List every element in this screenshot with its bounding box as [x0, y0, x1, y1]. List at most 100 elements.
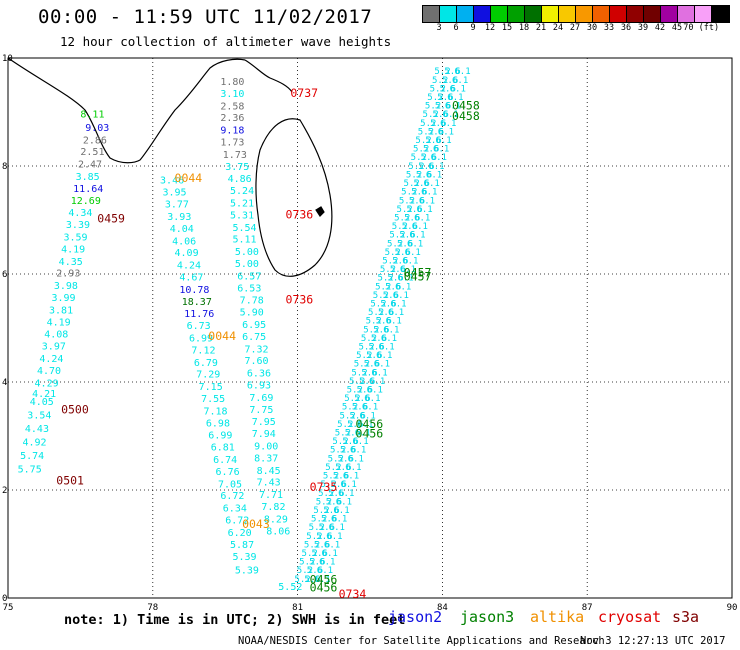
- track-label: 6.1: [447, 93, 463, 103]
- color-swatch: [542, 6, 559, 22]
- pass-time-label: 0456: [310, 572, 338, 586]
- color-swatch: [627, 6, 644, 22]
- wave-height-label: 4.19: [47, 317, 71, 328]
- color-swatch: [695, 6, 712, 22]
- pass-time-label: 0457: [404, 266, 432, 280]
- wave-height-label: 11.64: [73, 184, 103, 195]
- track-label: 5.6: [385, 282, 401, 292]
- wave-height-label: 6.99: [189, 334, 213, 345]
- wave-height-label: 3.98: [54, 281, 78, 292]
- track-label: 5.6: [357, 386, 373, 396]
- pass-time-label: 0459: [97, 212, 125, 226]
- wave-height-label: 7.32: [245, 344, 269, 355]
- wave-height-label: 2.86: [83, 135, 107, 146]
- track-label: 6.1: [360, 411, 376, 421]
- track-label: 5.2: [335, 429, 351, 439]
- wave-height-label: 4.43: [25, 424, 49, 435]
- track-label: 5.2: [382, 256, 398, 266]
- track-label: 6.1: [322, 549, 338, 559]
- track-label: 5.6: [371, 334, 387, 344]
- wave-height-label: 7.43: [257, 478, 281, 489]
- color-swatch: [457, 6, 474, 22]
- color-scale-tick: 42: [654, 23, 666, 33]
- track-label: 5.6: [390, 265, 406, 275]
- track-label: 5.2: [430, 84, 446, 94]
- track-label: 5.6: [340, 446, 356, 456]
- wave-height-label: 7.95: [252, 417, 276, 428]
- wave-height-label: 3.59: [64, 233, 88, 244]
- track-label: 6.1: [435, 136, 451, 146]
- track-label: 6.1: [419, 196, 435, 206]
- track-label: 6.1: [405, 248, 421, 258]
- pass-time-label: 0501: [56, 474, 84, 488]
- track-label: 5.6: [373, 325, 389, 335]
- track-label: 5.6: [435, 102, 451, 112]
- color-swatch: [440, 6, 457, 22]
- track-label: 5.2: [302, 549, 318, 559]
- track-label: 6.1: [336, 497, 352, 507]
- wave-height-label: 3.77: [165, 200, 189, 211]
- track-label: 6.1: [319, 558, 335, 568]
- color-swatch: [474, 6, 491, 22]
- wave-height-label: 4.24: [177, 261, 201, 272]
- track-label: 5.6: [376, 317, 392, 327]
- color-scale-tick: 3: [436, 23, 442, 33]
- track-label: 5.6: [309, 558, 325, 568]
- track-label: 5.2: [299, 558, 315, 568]
- track-label: 5.6: [314, 540, 330, 550]
- color-swatch: [593, 6, 610, 22]
- color-swatch: [712, 6, 729, 22]
- track-label: 5.2: [434, 67, 450, 77]
- color-scale-tick: 70 (ft): [683, 23, 720, 33]
- wave-height-label: 8.11: [80, 109, 104, 120]
- wave-height-label: 7.12: [191, 345, 215, 356]
- track-label: 5.6: [354, 394, 370, 404]
- pass-time-label: 0500: [61, 402, 89, 416]
- track-label: 5.6: [437, 93, 453, 103]
- track-label: 5.6: [444, 67, 460, 77]
- track-label: 5.6: [425, 136, 441, 146]
- track-label: 5.2: [423, 110, 439, 120]
- color-scale-tick: 27: [569, 23, 581, 33]
- track-label: 6.1: [338, 489, 354, 499]
- track-label: 6.1: [383, 325, 399, 335]
- track-label: 5.2: [387, 239, 403, 249]
- wave-height-label: 6.34: [223, 504, 247, 515]
- pass-time-label: 0044: [175, 171, 203, 185]
- track-label: 6.1: [362, 403, 378, 413]
- legend-cryosat: cryosat: [598, 608, 662, 626]
- wave-height-label: 5.00: [235, 259, 259, 270]
- track-label: 6.1: [357, 420, 373, 430]
- wave-height-label: 4.34: [68, 208, 92, 219]
- track-label: 5.2: [413, 145, 429, 155]
- color-swatch: [508, 6, 525, 22]
- wave-height-label: 7.05: [218, 479, 242, 490]
- track-label: 6.1: [393, 291, 409, 301]
- wave-height-label: 4.86: [228, 174, 252, 185]
- track-label: 5.2: [404, 179, 420, 189]
- wave-height-label: 6.79: [194, 358, 218, 369]
- x-tick-label: 78: [147, 603, 158, 613]
- wave-height-label: 1.80: [220, 77, 244, 88]
- wave-height-label: 5.75: [18, 465, 42, 476]
- wave-height-label: 10.78: [179, 285, 209, 296]
- track-label: 6.1: [371, 368, 387, 378]
- track-label: 6.1: [326, 532, 342, 542]
- india-coastline: [7, 57, 246, 164]
- track-label: 5.2: [406, 170, 422, 180]
- wave-height-label: 4.09: [175, 248, 199, 259]
- track-label: 5.6: [418, 162, 434, 172]
- track-label: 6.1: [452, 76, 468, 86]
- color-scale-tick: 18: [518, 23, 530, 33]
- wave-height-label: 6.98: [206, 418, 230, 429]
- page-subtitle: 12 hour collection of altimeter wave hei…: [60, 34, 392, 49]
- wave-height-label: 2.93: [56, 269, 80, 280]
- color-swatch: [559, 6, 576, 22]
- track-label: 5.6: [312, 549, 328, 559]
- track-label: 6.1: [409, 231, 425, 241]
- color-scale-tick: 12: [484, 23, 496, 33]
- wave-height-label: 6.74: [213, 455, 237, 466]
- track-label: 5.2: [377, 274, 393, 284]
